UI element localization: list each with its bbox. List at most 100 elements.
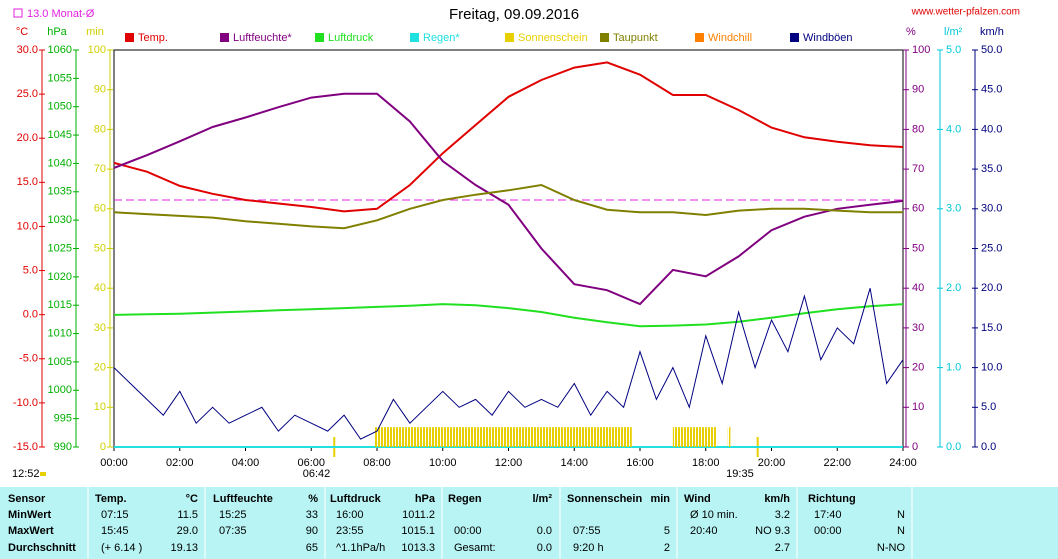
y-tick-label: 30 (94, 322, 106, 334)
y-tick-label: 3.0 (946, 203, 961, 215)
y-tick-label: 20.0 (17, 132, 38, 144)
table-header-unit: % (308, 493, 318, 505)
series-line (113, 183, 903, 230)
y-tick-label: 1.0 (946, 362, 961, 374)
source: www.wetter-pfalzen.com (911, 7, 1020, 18)
legend-swatch (790, 33, 799, 42)
legend-swatch (410, 33, 419, 42)
x-tick-label: 00:00 (100, 457, 128, 469)
legend-label: Luftfeuchte* (233, 32, 292, 44)
cell-right: 65 (306, 542, 318, 554)
cell-left: 9:20 h (573, 542, 604, 554)
y-tick-label: 15.0 (981, 322, 1002, 334)
y-tick-label: 50.0 (981, 44, 1002, 56)
y-tick-label: 25.0 (981, 242, 1002, 254)
y-tick-label: 100 (912, 44, 930, 56)
y-tick-label: 30.0 (981, 203, 1002, 215)
y-tick-label: 70 (94, 163, 106, 175)
y-tick-label: 90 (912, 84, 924, 96)
cell-left: ^1.1hPa/h (336, 542, 385, 554)
y-tick-label: 4.0 (946, 123, 961, 135)
y-tick-label: 0.0 (946, 441, 961, 453)
y-tick-label: 5.0 (981, 401, 996, 413)
table-header: Luftdruck (330, 493, 382, 505)
y-tick-label: 80 (912, 123, 924, 135)
y-tick-label: 1060 (48, 44, 72, 56)
series-line (113, 303, 904, 328)
table-header-unit: min (650, 493, 670, 505)
y-tick-label: 1010 (48, 327, 72, 339)
y-tick-label: 25.0 (17, 88, 38, 100)
y-tick-label: 10 (912, 401, 924, 413)
sun-icon (40, 472, 46, 476)
y-tick-label: 5.0 (23, 264, 38, 276)
y-tick-label: 1040 (48, 157, 72, 169)
x-tick-label: 04:00 (232, 457, 260, 469)
y-tick-label: 990 (54, 441, 72, 453)
cell-left: 07:35 (219, 525, 247, 537)
table-header: Sonnenschein (567, 493, 642, 505)
legend-swatch (315, 33, 324, 42)
axis-unit: min (86, 26, 104, 38)
table-background (0, 487, 1058, 559)
x-tick-label: 10:00 (429, 457, 457, 469)
x-tick-label: 24:00 (889, 457, 917, 469)
y-tick-label: 0.0 (981, 441, 996, 453)
y-tick-label: 30 (912, 322, 924, 334)
x-tick-label: 14:00 (560, 457, 588, 469)
cell-left: Gesamt: (454, 542, 496, 554)
x-tick-label: 08:00 (363, 457, 391, 469)
legend-label: Windchill (708, 32, 752, 44)
y-tick-label: 60 (912, 203, 924, 215)
y-tick-label: 40 (912, 282, 924, 294)
x-tick-label: 16:00 (626, 457, 654, 469)
y-tick-label: 0.0 (23, 309, 38, 321)
table-header-unit: hPa (415, 493, 436, 505)
cell-right: 90 (306, 525, 318, 537)
cell-left: (+ 6.14 ) (101, 542, 142, 554)
cell-left: 15:25 (219, 509, 247, 521)
x-tick-label: 18:00 (692, 457, 720, 469)
cell-right: N-NO (877, 542, 906, 554)
legend-label: Taupunkt (613, 32, 658, 44)
y-tick-label: 10.0 (17, 220, 38, 232)
table-header: Regen (448, 493, 482, 505)
cell-left: 23:55 (336, 525, 364, 537)
table-header: Luftfeuchte (213, 493, 273, 505)
y-tick-label: 20.0 (981, 282, 1002, 294)
y-tick-label: 30.0 (17, 44, 38, 56)
cell-right: 19.13 (170, 542, 198, 554)
row-label: MinWert (8, 509, 52, 521)
y-tick-label: 20 (912, 362, 924, 374)
y-tick-label: 80 (94, 123, 106, 135)
legend-label: Regen* (423, 32, 460, 44)
sunshine-bar (672, 427, 717, 447)
cell-left: 07:15 (101, 509, 129, 521)
y-tick-label: 1055 (48, 72, 72, 84)
y-tick-label: 2.0 (946, 282, 961, 294)
cell-right: 2 (664, 542, 670, 554)
axis-unit: l/m² (944, 26, 963, 38)
y-tick-label: 10.0 (981, 362, 1002, 374)
y-tick-label: 5.0 (946, 44, 961, 56)
y-tick-label: 1000 (48, 384, 72, 396)
table-header-unit: °C (186, 493, 198, 505)
legend-swatch (220, 33, 229, 42)
y-tick-label: 10 (94, 401, 106, 413)
legend-swatch (600, 33, 609, 42)
sunshine-bar (727, 427, 731, 447)
cell-right: 1013.3 (401, 542, 435, 554)
cell-left: 00:00 (814, 525, 842, 537)
annotation: 19:35 (726, 468, 754, 480)
average-icon (13, 8, 23, 18)
y-tick-label: -10.0 (13, 397, 38, 409)
cell-right: 11.5 (177, 509, 198, 521)
legend-swatch (695, 33, 704, 42)
cell-right: 0.0 (537, 542, 552, 554)
x-tick-label: 20:00 (758, 457, 786, 469)
row-label: MaxWert (8, 525, 54, 537)
y-tick-label: 1050 (48, 101, 72, 113)
x-tick-label: 02:00 (166, 457, 194, 469)
y-tick-label: 100 (88, 44, 106, 56)
